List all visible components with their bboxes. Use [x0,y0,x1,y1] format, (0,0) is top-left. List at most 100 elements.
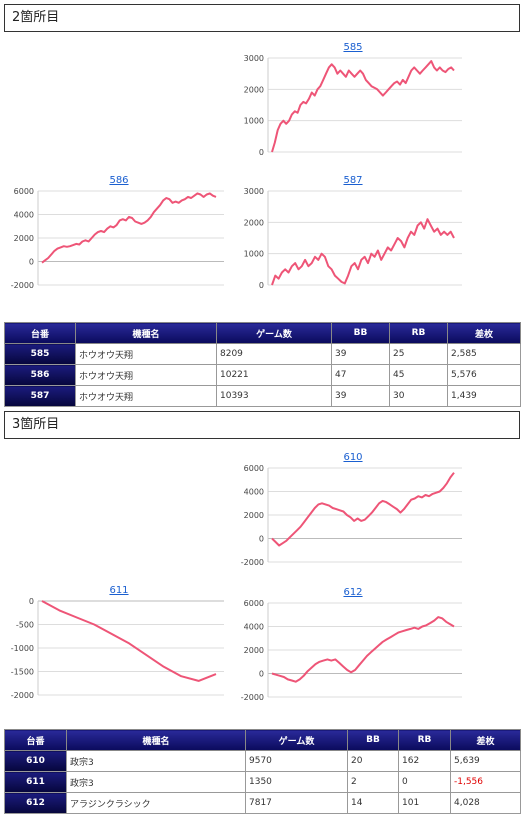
y-tick-label: 2000 [244,511,264,520]
row-rb: 45 [389,364,448,386]
y-tick-label: 0 [259,281,264,290]
row-diff: 4,028 [450,792,521,814]
y-tick-label: 0 [29,258,34,267]
section-title-2: 2箇所目 [4,4,520,32]
y-tick-label: -2000 [11,691,34,700]
row-bb: 14 [347,792,399,814]
row-machine-name: アラジンクラシック [66,792,246,814]
row-games: 10393 [216,385,332,407]
y-tick-label: 1000 [244,250,264,259]
row-rb: 162 [398,750,451,772]
row-diff: -1,556 [450,771,521,793]
chart-587: 0 1000 2000 3000 587 [238,175,468,293]
row-diff: 5,639 [450,750,521,772]
y-tick-label: 3000 [244,54,264,63]
row-rb: 101 [398,792,451,814]
y-tick-label: -2000 [241,693,264,702]
row-bb: 47 [331,364,390,386]
chart-title-612[interactable]: 612 [343,587,363,598]
chart-title-610[interactable]: 610 [343,452,363,463]
series-line [271,472,455,547]
row-machine-no: 610 [4,750,67,772]
y-tick-label: 0 [259,670,264,679]
header-bb: BB [347,729,399,751]
chart-585: 0 1000 2000 3000 585 [238,42,468,160]
row-diff: 5,576 [447,364,521,386]
chart-svg: -2000 0 2000 4000 6000 [241,599,462,702]
series-line [271,616,455,683]
series-line [41,192,217,264]
machine-table-3: 台番 機種名 ゲーム数 BB RB 差枚 610 政宗3 9570 20 162… [4,729,521,814]
header-games: ゲーム数 [216,322,332,344]
chart-title-585[interactable]: 585 [343,42,363,53]
y-tick-label: 4000 [14,211,34,220]
series-line [271,60,455,153]
chart-svg: -2000 0 2000 4000 6000 [241,464,462,567]
row-machine-name: 政宗3 [66,771,246,793]
header-machine-no: 台番 [4,729,67,751]
chart-title-611[interactable]: 611 [109,585,129,596]
chart-svg: -2000 -1500 -1000 -500 0 [11,597,224,700]
row-rb: 25 [389,343,448,365]
row-rb: 0 [398,771,451,793]
row-machine-no: 611 [4,771,67,793]
y-tick-label: 2000 [244,85,264,94]
series-line [271,218,455,286]
header-machine-name: 機種名 [66,729,246,751]
header-machine-no: 台番 [4,322,76,344]
table-row: 586 ホウオウ天翔 10221 47 45 5,576 [4,364,521,386]
header-machine-name: 機種名 [75,322,217,344]
row-diff: 1,439 [447,385,521,407]
header-games: ゲーム数 [245,729,348,751]
y-tick-label: 1000 [244,117,264,126]
chart-586: -2000 0 2000 4000 6000 586 [8,175,230,293]
table-row: 587 ホウオウ天翔 10393 39 30 1,439 [4,385,521,407]
row-bb: 39 [331,343,390,365]
row-machine-name: ホウオウ天翔 [75,385,217,407]
row-games: 9570 [245,750,348,772]
y-tick-label: -2000 [241,558,264,567]
chart-610: -2000 0 2000 4000 6000 610 [238,452,468,570]
y-tick-label: -500 [16,621,34,630]
y-tick-label: 4000 [244,623,264,632]
y-tick-label: 0 [29,597,34,606]
row-games: 8209 [216,343,332,365]
y-tick-label: -1000 [11,644,34,653]
chart-title-586[interactable]: 586 [109,175,129,186]
row-games: 10221 [216,364,332,386]
series-line [41,600,217,682]
y-tick-label: -2000 [11,281,34,290]
y-tick-label: 0 [259,535,264,544]
row-bb: 39 [331,385,390,407]
y-tick-label: 6000 [244,464,264,473]
chart-svg: 0 1000 2000 3000 [244,54,462,157]
y-tick-label: 3000 [244,187,264,196]
row-bb: 2 [347,771,399,793]
row-games: 7817 [245,792,348,814]
row-machine-no: 585 [4,343,76,365]
table-row: 585 ホウオウ天翔 8209 39 25 2,585 [4,343,521,365]
y-tick-label: 2000 [14,234,34,243]
row-bb: 20 [347,750,399,772]
row-diff: 2,585 [447,343,521,365]
chart-title-587[interactable]: 587 [343,175,363,186]
header-bb: BB [331,322,390,344]
header-rb: RB [398,729,451,751]
table-row: 611 政宗3 1350 2 0 -1,556 [4,771,521,793]
header-diff: 差枚 [450,729,521,751]
section-title-3: 3箇所目 [4,411,520,439]
chart-611: -2000 -1500 -1000 -500 0 611 [8,585,230,703]
row-games: 1350 [245,771,348,793]
y-tick-label: 6000 [244,599,264,608]
row-machine-name: 政宗3 [66,750,246,772]
row-machine-name: ホウオウ天翔 [75,343,217,365]
y-tick-label: 0 [259,148,264,157]
table-row: 610 政宗3 9570 20 162 5,639 [4,750,521,772]
y-tick-label: 4000 [244,488,264,497]
row-machine-no: 586 [4,364,76,386]
chart-svg: -2000 0 2000 4000 6000 [11,187,224,290]
row-machine-no: 587 [4,385,76,407]
row-machine-no: 612 [4,792,67,814]
y-tick-label: 2000 [244,646,264,655]
y-tick-label: 2000 [244,218,264,227]
